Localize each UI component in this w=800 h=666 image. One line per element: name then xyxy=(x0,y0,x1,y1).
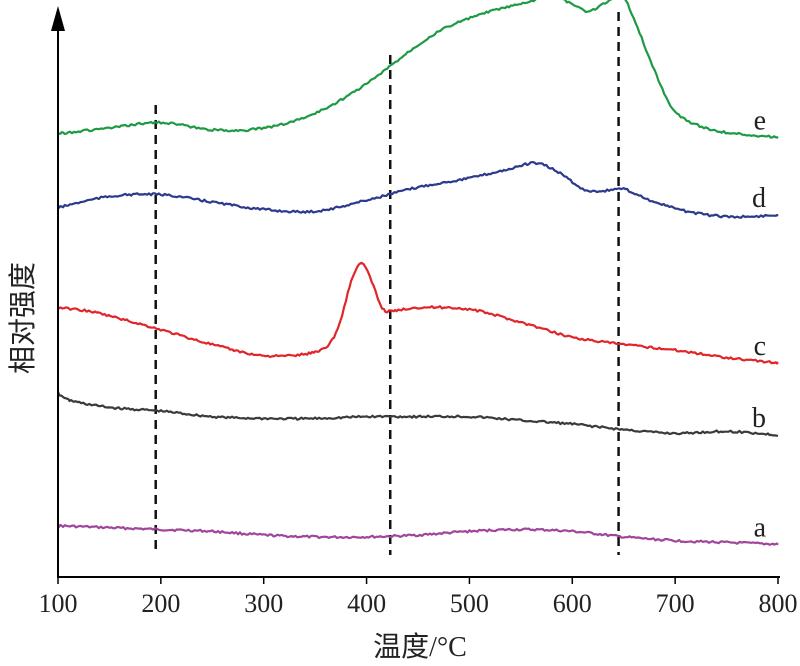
x-tick-label-500: 500 xyxy=(450,589,489,618)
axes xyxy=(51,6,780,578)
y-axis-arrow-icon xyxy=(51,6,65,31)
series-label-d: d xyxy=(752,183,766,214)
x-tick-label-700: 700 xyxy=(656,589,695,618)
series-label-c: c xyxy=(754,331,766,362)
series-curves xyxy=(56,0,779,546)
x-ticks: 100 200 300 400 500 600 700 800 xyxy=(39,577,798,618)
series-line-b xyxy=(56,391,779,437)
series-label-e: e xyxy=(754,105,766,136)
reference-lines xyxy=(154,12,620,555)
x-tick-label-100: 100 xyxy=(39,589,78,618)
series-labels: a b c d e xyxy=(752,105,767,543)
x-tick-label-300: 300 xyxy=(244,589,283,618)
y-axis-label: 相对强度 xyxy=(7,262,39,374)
series-line-e xyxy=(57,0,779,139)
series-label-a: a xyxy=(754,512,767,543)
series-label-b: b xyxy=(752,403,766,434)
x-tick-label-200: 200 xyxy=(141,589,180,618)
x-axis-label: 温度/°C xyxy=(373,631,467,663)
x-tick-label-400: 400 xyxy=(347,589,386,618)
series-line-c xyxy=(57,261,779,365)
series-line-d xyxy=(57,161,779,219)
x-tick-label-600: 600 xyxy=(553,589,592,618)
x-tick-label-800: 800 xyxy=(759,589,798,618)
series-line-a xyxy=(57,523,779,546)
